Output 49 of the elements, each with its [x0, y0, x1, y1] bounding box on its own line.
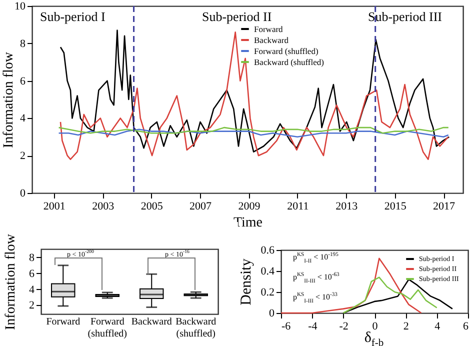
x-tick-label: 4 — [434, 320, 441, 332]
y-tick-label: 6 — [20, 75, 26, 88]
x-tick-label: -4 — [308, 320, 318, 332]
x-tick-label: 2001 — [43, 200, 66, 212]
y-tick-label: 0.4 — [260, 266, 275, 278]
y-axis-title: Information flow — [4, 233, 18, 330]
y-tick-label: 8 — [29, 252, 35, 264]
y-tick-label: 2 — [29, 300, 34, 312]
x-tick-label: Forward (shuffled) — [88, 316, 127, 340]
legend-label: Backward (shuffled) — [254, 57, 324, 67]
annotation: Sub-period II — [202, 9, 272, 24]
y-tick-label: 0 — [20, 188, 26, 200]
x-tick-label: 2009 — [238, 200, 261, 212]
x-tick-label: Backward — [131, 316, 172, 328]
legend-label: Forward (shuffled) — [254, 46, 318, 56]
y-axis-title: Information flow — [2, 51, 16, 148]
annotation: p$^{KS}$$_{II-III}$ < 10$^{-63}$ — [293, 272, 340, 285]
legend-label: Forward — [254, 24, 284, 34]
x-tick-label: Backward (shuffled) — [176, 316, 216, 340]
y-tick-label: 10 — [14, 0, 26, 12]
x-tick-label: 0 — [372, 320, 378, 332]
line-series — [58, 128, 450, 138]
annotation: Sub-period I — [40, 9, 106, 24]
annotation: p$^{KS}$$_{I-III}$ < 10$^{-33}$ — [293, 292, 338, 305]
legend-label: Backward — [254, 35, 290, 45]
y-tick-label: 0 — [269, 308, 275, 320]
x-tick-label: 2015 — [384, 200, 407, 212]
x-tick-label: 2003 — [92, 200, 115, 212]
y-tick-label: 2 — [20, 150, 26, 162]
x-tick-label: -6 — [282, 320, 292, 332]
annotation: p$^{KS}$$_{I-II}$ < 10$^{-195}$ — [293, 252, 338, 265]
x-tick-label: 2005 — [140, 200, 164, 212]
y-tick-label: 4 — [20, 112, 26, 125]
x-tick-label: 2011 — [287, 200, 309, 212]
x-tick-label: Forward — [46, 316, 80, 328]
y-tick-label: 0.6 — [260, 244, 275, 256]
y-axis-title: Density — [238, 258, 254, 306]
y-tick-label: 8 — [20, 38, 26, 50]
x-tick-label: 2007 — [190, 200, 212, 212]
y-tick-label: 0.2 — [260, 286, 274, 298]
x-tick-label: -2 — [339, 320, 348, 332]
x-tick-label: 2017 — [433, 200, 456, 212]
x-tick-label: 2013 — [336, 200, 358, 212]
x-axis-title: δ$_{f-b}$ — [364, 330, 384, 346]
x-tick-label: 2 — [403, 320, 409, 332]
y-tick-label: 6 — [29, 268, 35, 280]
x-tick-label: 6 — [463, 320, 469, 332]
annotation: Sub-period III — [368, 9, 442, 24]
y-tick-label: 4 — [29, 284, 35, 296]
